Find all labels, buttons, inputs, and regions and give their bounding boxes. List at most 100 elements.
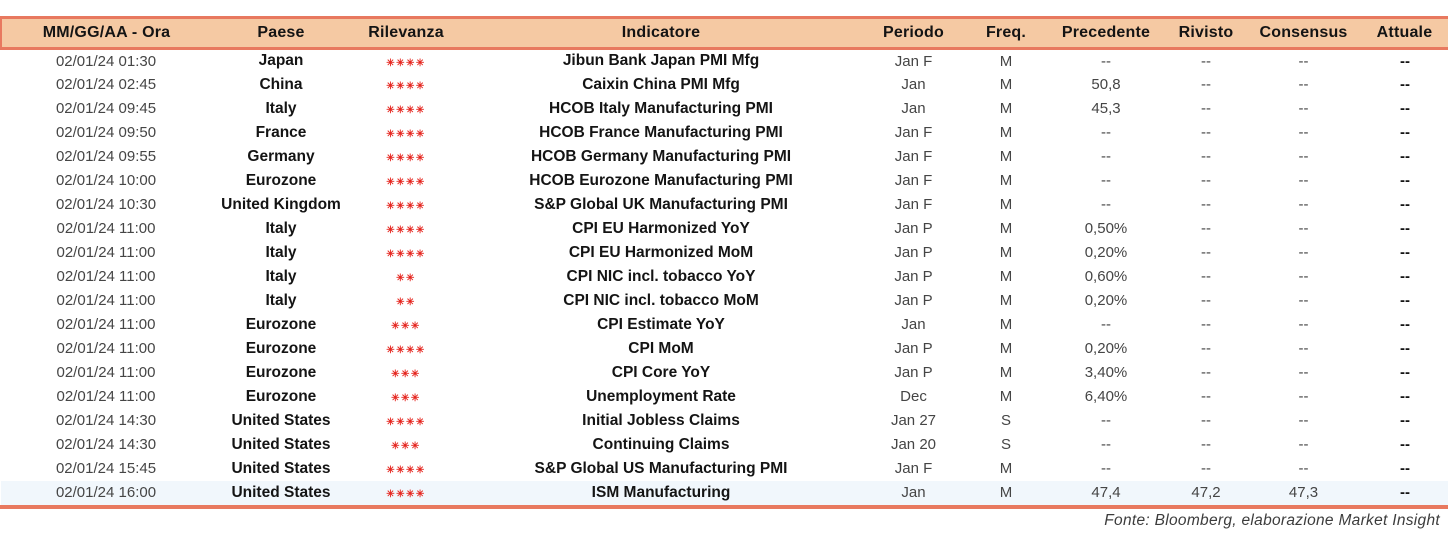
cell-date: 02/01/24 11:00 xyxy=(56,292,156,309)
cell-freq: M xyxy=(999,244,1013,261)
cell-date: 02/01/24 09:55 xyxy=(55,148,157,165)
cell-indicator: Initial Jobless Claims xyxy=(582,411,740,429)
cell-previous: -- xyxy=(1101,196,1111,213)
cell-indicator: HCOB France Manufacturing PMI xyxy=(539,123,783,141)
cell-revised: -- xyxy=(1201,436,1211,453)
cell-freq: M xyxy=(966,47,1046,73)
cell-indicator: S&P Global US Manufacturing PMI xyxy=(534,459,788,477)
table-row: 02/01/24 14:30 United States ✳✳✳ Continu… xyxy=(1,433,1448,457)
cell-revised: -- xyxy=(1201,316,1211,333)
cell-period: Jan P xyxy=(894,268,933,285)
relevance-stars-icon: ✳✳✳✳ xyxy=(386,345,426,356)
cell-revised: -- xyxy=(1201,244,1211,261)
cell-period: Jan P xyxy=(894,364,933,381)
cell-relevance: ✳✳✳✳ xyxy=(351,169,461,193)
cell-consensus: -- xyxy=(1298,100,1309,117)
column-header-previous: Precedente xyxy=(1046,16,1166,50)
cell-period: Jan xyxy=(901,316,926,333)
cell-relevance: ✳✳✳✳ xyxy=(351,480,461,505)
cell-revised: -- xyxy=(1201,340,1211,357)
cell-actual: -- xyxy=(1400,292,1410,309)
table-body: 02/01/24 01:30 Japan ✳✳✳✳ Jibun Bank Jap… xyxy=(1,47,1448,505)
cell-country: Italy xyxy=(265,243,297,261)
cell-relevance: ✳✳✳✳ xyxy=(351,193,461,217)
relevance-stars-icon: ✳✳✳ xyxy=(391,441,421,452)
cell-period: Jan F xyxy=(894,172,933,189)
cell-period: Jan xyxy=(901,100,926,117)
cell-previous: 50,8 xyxy=(1091,76,1121,93)
cell-consensus: -- xyxy=(1298,436,1309,453)
relevance-stars-icon: ✳✳ xyxy=(396,273,416,284)
header-row: MM/GG/AA - Ora Paese Rilevanza Indicatore Pe… xyxy=(0,16,1448,50)
column-header-relevance: Rilevanza xyxy=(351,16,461,50)
cell-freq: M xyxy=(999,316,1013,333)
relevance-stars-icon: ✳✳✳✳ xyxy=(386,417,426,428)
cell-relevance: ✳✳✳✳ xyxy=(351,337,461,361)
table-row: 02/01/24 15:45 United States ✳✳✳✳ S&P Gl… xyxy=(1,457,1448,481)
cell-revised: -- xyxy=(1201,364,1211,381)
cell-freq: M xyxy=(999,196,1013,213)
cell-revised: 47,2 xyxy=(1166,480,1246,505)
cell-consensus: -- xyxy=(1298,124,1309,141)
cell-date: 02/01/24 10:30 xyxy=(55,196,157,213)
cell-freq: S xyxy=(1000,436,1011,453)
cell-date: 02/01/24 11:00 xyxy=(56,388,156,405)
cell-previous: -- xyxy=(1101,460,1111,477)
cell-indicator: CPI NIC incl. tobacco MoM xyxy=(563,291,759,309)
cell-indicator: Caixin China PMI Mfg xyxy=(582,75,740,93)
table-row: 02/01/24 11:00 Italy ✳✳ CPI NIC incl. to… xyxy=(1,289,1448,313)
relevance-stars-icon: ✳✳✳✳ xyxy=(386,57,426,69)
relevance-stars-icon: ✳✳✳ xyxy=(391,321,421,332)
cell-date: 02/01/24 11:00 xyxy=(56,364,156,381)
cell-revised: -- xyxy=(1201,100,1211,117)
cell-freq: M xyxy=(999,460,1013,477)
column-header-date: MM/GG/AA - Ora xyxy=(0,16,211,50)
cell-date: 02/01/24 14:30 xyxy=(55,412,157,429)
cell-indicator: CPI MoM xyxy=(628,339,694,357)
cell-freq: S xyxy=(1000,412,1011,429)
relevance-stars-icon: ✳✳✳✳ xyxy=(386,249,426,260)
cell-period: Jan F xyxy=(861,47,966,73)
cell-consensus: -- xyxy=(1298,388,1309,405)
source-note: Fonte: Bloomberg, elaborazione Market In… xyxy=(1104,511,1440,529)
cell-revised: -- xyxy=(1201,148,1211,165)
cell-relevance: ✳✳✳✳ xyxy=(351,241,461,265)
cell-freq: M xyxy=(999,268,1013,285)
cell-revised: -- xyxy=(1201,268,1211,285)
table-row: 02/01/24 09:50 France ✳✳✳✳ HCOB France M… xyxy=(1,121,1448,145)
relevance-stars-icon: ✳✳ xyxy=(396,297,416,308)
column-header-country: Paese xyxy=(211,16,351,50)
cell-freq: M xyxy=(999,100,1013,117)
cell-freq: M xyxy=(999,364,1013,381)
cell-previous: -- xyxy=(1101,172,1111,189)
cell-relevance: ✳✳✳✳ xyxy=(351,217,461,241)
table-bottom-rule xyxy=(0,504,1448,509)
table-row: 02/01/24 11:00 Italy ✳✳ CPI NIC incl. to… xyxy=(1,265,1448,289)
cell-country: Japan xyxy=(211,47,351,73)
table-row: 02/01/24 01:30 Japan ✳✳✳✳ Jibun Bank Jap… xyxy=(1,47,1448,73)
cell-consensus: -- xyxy=(1298,316,1309,333)
cell-country: Eurozone xyxy=(245,387,317,405)
column-header-revised: Rivisto xyxy=(1166,16,1246,50)
cell-relevance: ✳✳✳✳ xyxy=(351,409,461,433)
column-header-period: Periodo xyxy=(861,16,966,50)
cell-consensus: -- xyxy=(1298,340,1309,357)
cell-previous: -- xyxy=(1101,316,1111,333)
cell-country: Eurozone xyxy=(245,315,317,333)
relevance-stars-icon: ✳✳✳✳ xyxy=(386,225,426,236)
cell-country: Eurozone xyxy=(245,339,317,357)
cell-revised: -- xyxy=(1201,76,1211,93)
cell-actual: -- xyxy=(1400,460,1410,477)
cell-revised: -- xyxy=(1201,460,1211,477)
cell-country: Italy xyxy=(265,291,297,309)
cell-actual: -- xyxy=(1400,388,1410,405)
cell-relevance: ✳✳✳✳ xyxy=(351,47,461,73)
table-row: 02/01/24 10:30 United Kingdom ✳✳✳✳ S&P G… xyxy=(1,193,1448,217)
cell-indicator: CPI Core YoY xyxy=(611,363,711,381)
cell-revised: -- xyxy=(1166,47,1246,73)
cell-freq: M xyxy=(999,292,1013,309)
cell-indicator: S&P Global UK Manufacturing PMI xyxy=(534,195,788,213)
cell-previous: 47,4 xyxy=(1046,480,1166,505)
cell-actual: -- xyxy=(1400,76,1410,93)
